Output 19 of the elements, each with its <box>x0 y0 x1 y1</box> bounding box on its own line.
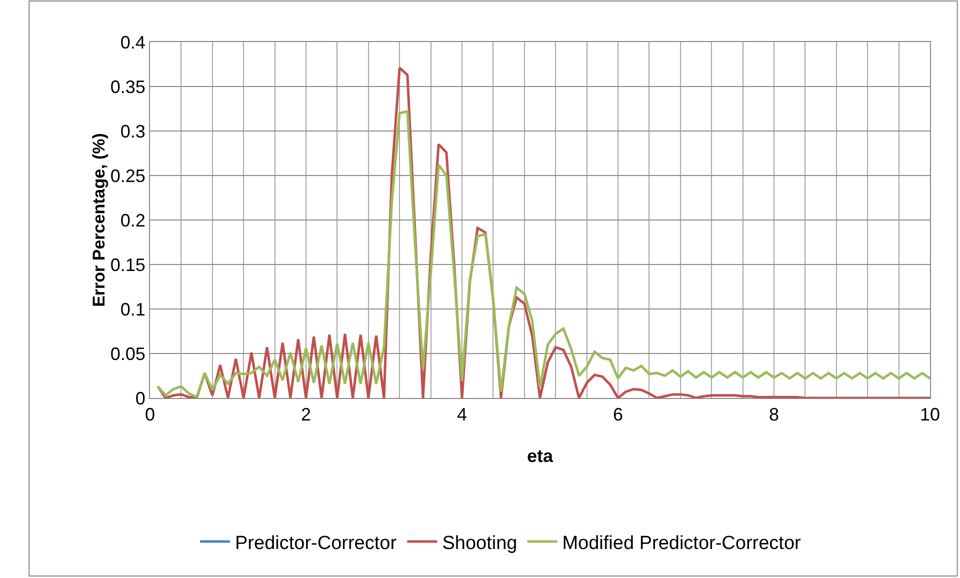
legend-label: Modified Predictor-Corrector <box>562 532 802 554</box>
y-tick-label: 0.1 <box>120 299 146 320</box>
y-tick-label: 0.35 <box>110 76 146 97</box>
x-tick-label: 2 <box>300 404 312 425</box>
x-tick-label: 6 <box>612 404 624 425</box>
legend-label: Shooting <box>442 532 518 554</box>
legend-label: Predictor-Corrector <box>235 532 398 554</box>
y-tick-label: 0 <box>135 388 146 408</box>
x-tick-label: 4 <box>456 404 468 425</box>
y-tick-label: 0.05 <box>110 344 146 364</box>
y-tick-label: 0.2 <box>120 210 146 230</box>
y-tick-label: 0.3 <box>120 121 146 142</box>
y-axis-title: Error Percentage, (%) <box>89 133 108 307</box>
x-axis-title: eta <box>526 446 554 466</box>
x-tick-label: 10 <box>920 404 940 425</box>
x-tick-label: 8 <box>768 404 780 425</box>
y-tick-label: 0.4 <box>120 32 146 52</box>
y-tick-label: 0.25 <box>110 166 146 186</box>
y-tick-label: 0.15 <box>110 254 146 275</box>
